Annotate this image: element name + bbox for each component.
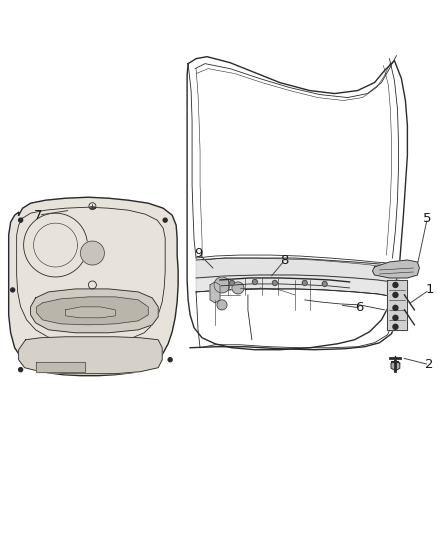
Circle shape: [81, 241, 104, 265]
Polygon shape: [372, 260, 419, 278]
Circle shape: [217, 300, 227, 310]
Circle shape: [393, 293, 398, 297]
Text: 6: 6: [355, 301, 364, 314]
Polygon shape: [196, 275, 399, 299]
Polygon shape: [19, 337, 162, 374]
Circle shape: [230, 280, 234, 286]
Polygon shape: [9, 197, 178, 376]
Text: 1: 1: [425, 284, 434, 296]
Circle shape: [393, 282, 398, 287]
Text: 7: 7: [34, 208, 43, 222]
Text: 8: 8: [281, 254, 289, 266]
Circle shape: [19, 218, 23, 222]
Polygon shape: [66, 307, 115, 318]
Circle shape: [19, 368, 23, 372]
Polygon shape: [210, 282, 220, 303]
Polygon shape: [31, 289, 158, 333]
Polygon shape: [388, 280, 407, 330]
Text: 9: 9: [194, 247, 202, 260]
Circle shape: [168, 358, 172, 362]
Circle shape: [302, 280, 307, 286]
Circle shape: [272, 280, 277, 286]
Circle shape: [393, 324, 398, 329]
Polygon shape: [37, 297, 148, 325]
Polygon shape: [196, 258, 399, 284]
Circle shape: [232, 282, 244, 294]
Text: 5: 5: [423, 212, 431, 224]
Circle shape: [11, 288, 14, 292]
Polygon shape: [35, 362, 85, 372]
Circle shape: [163, 218, 167, 222]
Circle shape: [393, 316, 398, 320]
Circle shape: [393, 305, 398, 310]
Circle shape: [214, 277, 230, 293]
Text: 2: 2: [425, 358, 434, 371]
Circle shape: [322, 281, 327, 286]
Circle shape: [252, 279, 258, 285]
Polygon shape: [391, 361, 400, 370]
